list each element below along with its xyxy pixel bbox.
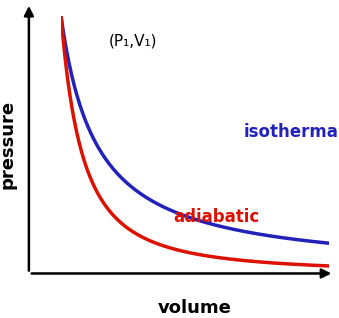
Text: pressure: pressure xyxy=(0,100,17,189)
Text: (P₁,V₁): (P₁,V₁) xyxy=(109,34,158,49)
Text: volume: volume xyxy=(158,299,232,317)
Text: isothermal: isothermal xyxy=(243,123,339,141)
Text: adiabatic: adiabatic xyxy=(174,208,260,226)
